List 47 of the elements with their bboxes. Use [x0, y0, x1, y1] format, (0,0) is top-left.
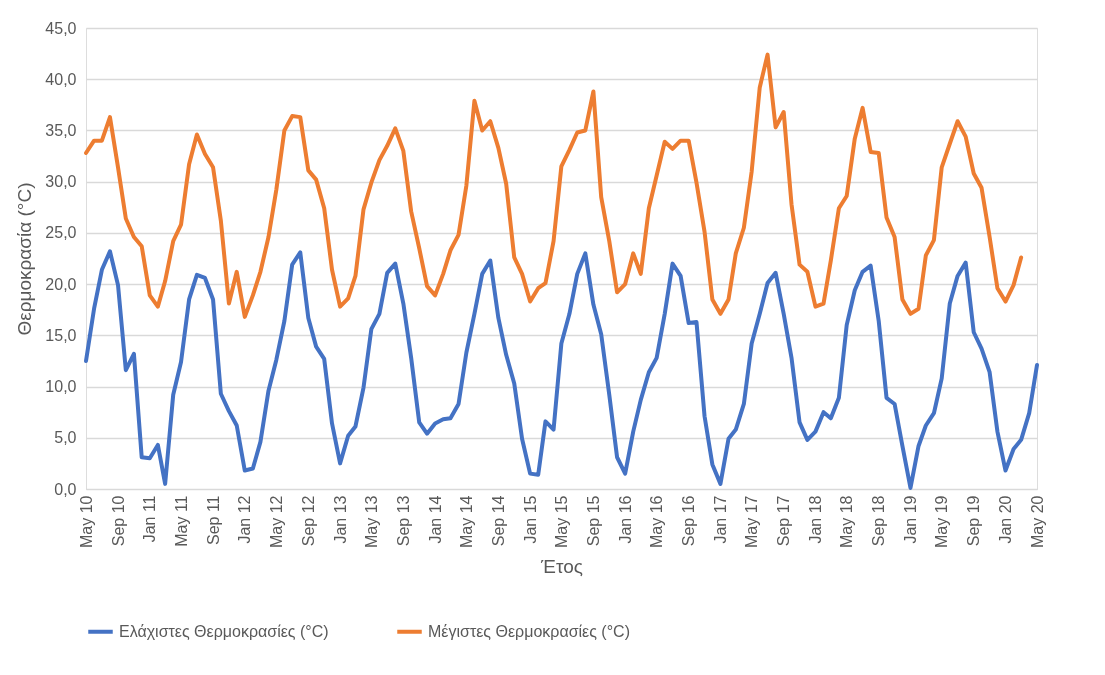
- x-tick-label: Jan 14: [426, 495, 444, 544]
- y-axis-title: Θερμοκρασία (°C): [14, 182, 36, 336]
- y-tick-label: 45,0: [45, 19, 77, 37]
- y-tick-label: 10,0: [45, 378, 77, 396]
- x-tick-label: Jan 11: [141, 495, 159, 543]
- y-tick-label: 15,0: [45, 326, 77, 344]
- x-tick-label: Sep 12: [299, 495, 317, 547]
- x-axis-title: Έτος: [540, 555, 583, 577]
- x-tick-label: Sep 18: [870, 495, 888, 547]
- x-tick-label: Jan 16: [616, 495, 634, 544]
- x-tick-label: May 18: [838, 495, 856, 548]
- x-tick-label: May 15: [552, 495, 570, 548]
- x-tick-label: May 19: [933, 495, 951, 548]
- y-tick-label: 5,0: [54, 429, 77, 447]
- y-tick-label: 0,0: [54, 480, 77, 498]
- y-tick-label: 20,0: [45, 275, 77, 293]
- x-tick-label: May 12: [267, 495, 285, 548]
- x-tick-label: May 16: [648, 495, 666, 548]
- x-tick-label: Jan 19: [901, 495, 919, 544]
- x-tick-label: Jan 17: [711, 495, 729, 544]
- line-series: [84, 52, 1024, 319]
- legend-label: Ελάχιστες Θερμοκρασίες (°C): [119, 622, 329, 640]
- x-tick-label: Jan 12: [236, 495, 254, 544]
- x-tick-label: May 17: [743, 495, 761, 548]
- legend-label: Μέγιστες Θερμοκρασίες (°C): [428, 622, 630, 640]
- x-tick-label: Sep 11: [204, 495, 222, 546]
- x-tick-label: May 10: [77, 495, 95, 548]
- line-series: [84, 249, 1039, 490]
- x-tick-label: Jan 15: [521, 495, 539, 544]
- x-tick-label: Sep 10: [109, 495, 127, 547]
- x-tick-label: Jan 18: [806, 495, 824, 544]
- x-tick-label: Sep 14: [489, 495, 507, 547]
- y-tick-label: 25,0: [45, 224, 77, 242]
- x-tick-label: Sep 19: [965, 495, 983, 547]
- x-tick-label: Sep 13: [394, 495, 412, 547]
- x-tick-label: Sep 15: [584, 495, 602, 547]
- x-tick-label: Jan 20: [997, 495, 1014, 544]
- y-tick-label: 40,0: [45, 70, 77, 88]
- x-tick-label: Jan 13: [331, 495, 349, 544]
- y-tick-label: 35,0: [45, 121, 77, 139]
- x-tick-label: May 14: [457, 495, 475, 548]
- x-tick-label: May 13: [362, 495, 380, 548]
- x-tick-label: Sep 17: [775, 495, 793, 547]
- x-tick-label: May 11: [172, 495, 190, 547]
- x-tick-label: Sep 16: [680, 495, 698, 547]
- y-tick-label: 30,0: [45, 173, 77, 191]
- x-tick-label: May 20: [1028, 495, 1046, 548]
